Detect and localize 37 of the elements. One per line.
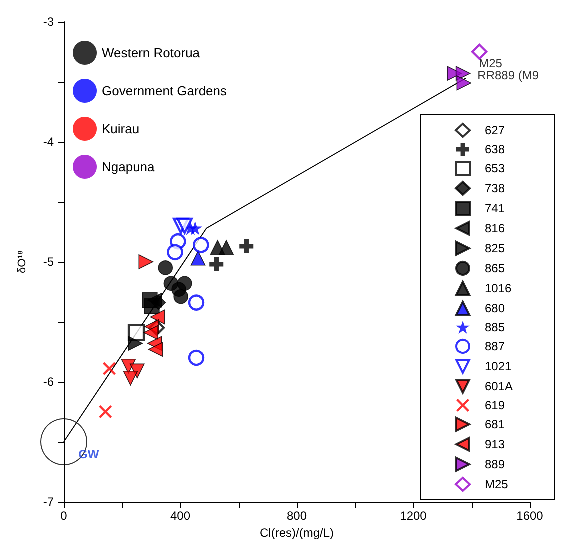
legend-label: 619 <box>485 398 506 412</box>
legend-label: Government Gardens <box>102 84 228 98</box>
y-tick-label: -6 <box>43 375 54 389</box>
legend-label: 627 <box>485 124 506 138</box>
legend-label: 738 <box>485 182 506 196</box>
legend-label: 638 <box>485 142 506 156</box>
legend-label: 1016 <box>485 282 512 296</box>
y-tick-label: -4 <box>43 135 54 149</box>
legend-label: 741 <box>485 202 506 216</box>
legend-label: 816 <box>485 222 506 236</box>
legend-label: M25 <box>485 478 509 492</box>
x-tick-label: 1600 <box>516 509 544 523</box>
x-axis-title: Cl(res)/(mg/L) <box>260 526 334 540</box>
legend-label: 601A <box>485 380 514 394</box>
legend-label: 913 <box>485 438 506 452</box>
x-tick-label: 0 <box>60 509 68 523</box>
legend-label: 889 <box>485 458 506 472</box>
x-tick-label: 800 <box>286 509 308 523</box>
y-tick-label: -7 <box>43 495 54 509</box>
annotation: M25 <box>479 56 503 70</box>
legend-label: Western Rotorua <box>102 46 201 60</box>
legend-label: Kuirau <box>102 122 140 136</box>
y-tick-label: -5 <box>43 255 54 269</box>
legend-label: Ngapuna <box>102 160 156 174</box>
annotation: RR889 (M9 <box>478 68 540 82</box>
y-axis-title: δO¹⁸ <box>16 250 28 274</box>
legend-label: 887 <box>485 340 506 354</box>
legend-label: 680 <box>485 302 506 316</box>
legend-label: 885 <box>485 320 506 334</box>
y-tick-label: -3 <box>43 15 54 29</box>
legend-label: 825 <box>485 242 506 256</box>
legend-label: 1021 <box>485 360 512 374</box>
legend-label: 653 <box>485 162 506 176</box>
legend-label: 681 <box>485 418 506 432</box>
x-tick-label: 400 <box>170 509 191 523</box>
legend-label: 865 <box>485 262 506 276</box>
x-tick-label: 1200 <box>400 509 428 523</box>
